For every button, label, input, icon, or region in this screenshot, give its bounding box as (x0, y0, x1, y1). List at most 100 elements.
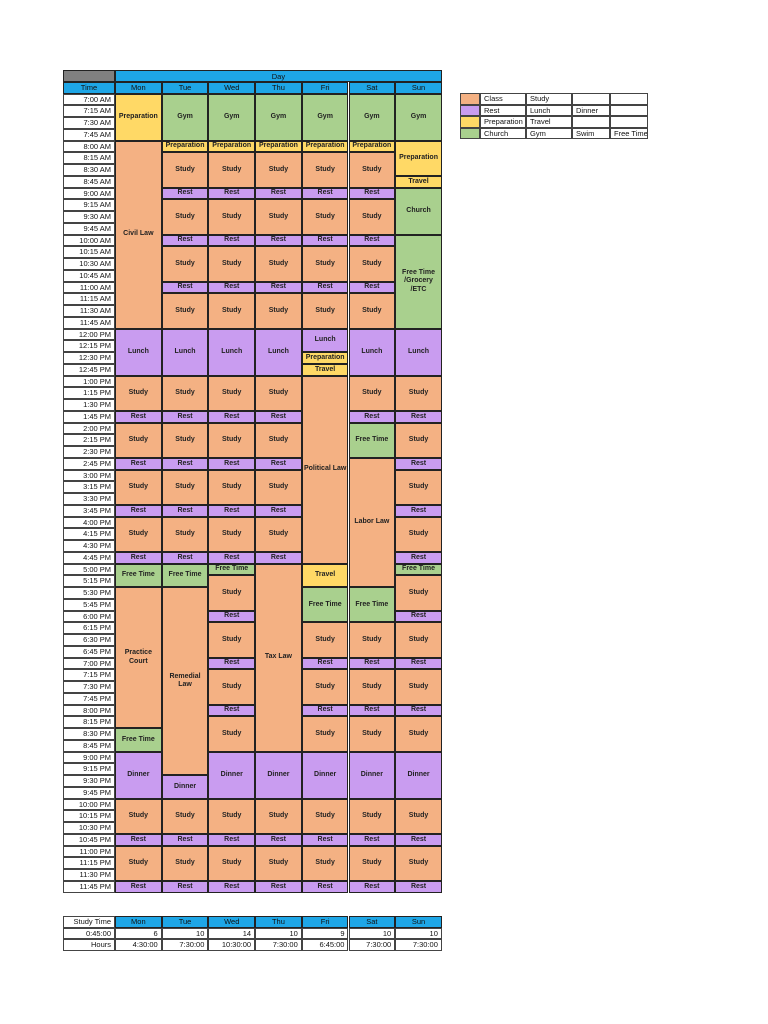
schedule-block: Study (395, 375, 442, 411)
summary-value: 7:30:00 (161, 939, 209, 951)
schedule-block: Rest (208, 833, 256, 846)
time-slot-label: 5:15 PM (63, 575, 115, 587)
schedule-block: Rest (208, 610, 256, 623)
time-slot-label: 9:00 AM (63, 187, 115, 200)
time-slot-label: 10:00 PM (63, 798, 115, 811)
summary-value: 10:30:00 (208, 939, 256, 951)
schedule-block: Rest (255, 833, 302, 846)
schedule-block: Rest (395, 410, 442, 423)
legend-cell: Lunch (526, 104, 572, 116)
time-slot-label: 1:00 PM (63, 375, 115, 388)
summary-value: 14 (208, 927, 256, 939)
legend-cell: Gym (526, 127, 572, 139)
schedule-block: Dinner (208, 751, 256, 799)
time-slot-label: 11:00 AM (63, 281, 115, 294)
schedule-block: Lunch (208, 328, 256, 376)
time-slot-label: 1:45 PM (63, 410, 115, 423)
summary-value: 10 (161, 927, 209, 939)
schedule-block: Study (301, 199, 349, 235)
time-slot-label: 9:15 PM (63, 763, 115, 775)
time-slot-label: 11:00 PM (63, 845, 115, 858)
summary-value: 10 (348, 927, 396, 939)
time-slot-label: 5:30 PM (63, 587, 115, 599)
schedule-block: Gym (208, 93, 256, 141)
schedule-block: Rest (301, 281, 349, 294)
summary-value: 7:30:00 (348, 939, 396, 951)
time-slot-label: 11:45 AM (63, 316, 115, 329)
schedule-block: Free Time (115, 728, 162, 752)
schedule-block: Free Time (208, 563, 256, 576)
time-slot-label: 2:45 PM (63, 457, 115, 470)
schedule-block: Rest (348, 410, 396, 423)
schedule-block: Study (301, 152, 349, 188)
schedule-block: Dinner (395, 751, 442, 799)
schedule-block: Study (255, 845, 302, 881)
time-slot-label: 8:15 PM (63, 716, 115, 728)
schedule-block: Study (395, 422, 442, 458)
schedule-block: Dinner (255, 751, 302, 799)
time-slot-label: 9:30 PM (63, 775, 115, 787)
schedule-block: Rest (395, 704, 442, 717)
schedule-block: Preparation (115, 93, 162, 141)
summary-value: 7:30:00 (255, 939, 302, 951)
schedule-block: Study (208, 152, 256, 188)
schedule-block: Study (115, 375, 162, 411)
schedule-block: Free Time (348, 422, 396, 458)
schedule-block: Rest (115, 457, 162, 470)
time-slot-label: 7:45 PM (63, 692, 115, 705)
legend-cell: Study (526, 93, 572, 105)
time-slot-label: 6:30 PM (63, 634, 115, 646)
schedule-block: Study (255, 375, 302, 411)
time-slot-label: 11:15 PM (63, 857, 115, 869)
time-slot-label: 8:00 PM (63, 704, 115, 717)
time-slot-label: 7:30 PM (63, 681, 115, 693)
schedule-block: Free Time (115, 563, 162, 587)
day-header: Day (115, 70, 442, 82)
schedule-block: Study (348, 798, 396, 834)
time-slot-label: 2:15 PM (63, 434, 115, 446)
day-column-header: Wed (208, 82, 256, 94)
time-slot-label: 10:30 AM (63, 258, 115, 270)
time-header: Time (63, 82, 115, 94)
legend-cell (610, 93, 648, 105)
time-slot-label: 7:15 PM (63, 669, 115, 681)
day-column-header: Fri (301, 82, 349, 94)
schedule-block: Rest (208, 410, 256, 423)
schedule-block: Study (255, 293, 302, 329)
schedule-block: Study (208, 798, 256, 834)
legend-cell: Church (480, 127, 526, 139)
time-slot-label: 10:30 PM (63, 822, 115, 834)
schedule-block: Study (395, 798, 442, 834)
schedule-block: Study (301, 293, 349, 329)
schedule-block: Rest (395, 457, 442, 470)
schedule-block: Rest (255, 504, 302, 517)
time-slot-label: 12:30 PM (63, 352, 115, 364)
time-slot-label: 12:15 PM (63, 340, 115, 352)
schedule-block: Lunch (395, 328, 442, 376)
summary-day-header: Wed (208, 916, 256, 928)
schedule-block: Civil Law (115, 140, 162, 329)
time-slot-label: 7:30 AM (63, 117, 115, 129)
schedule-block: Church (395, 187, 442, 235)
schedule-block: Rest (161, 187, 209, 200)
schedule-block: Free Time (301, 587, 349, 623)
schedule-block: Rest (348, 234, 396, 247)
schedule-block: Study (161, 246, 209, 282)
time-slot-label: 9:15 AM (63, 199, 115, 211)
time-slot-label: 8:30 PM (63, 728, 115, 740)
schedule-block: Dinner (301, 751, 349, 799)
schedule-block: Study (161, 293, 209, 329)
schedule-block: Study (161, 845, 209, 881)
schedule-block: Study (301, 622, 349, 658)
summary-value: 4:30:00 (115, 939, 162, 951)
schedule-block: Study (115, 845, 162, 881)
summary-value: 6 (115, 927, 162, 939)
schedule-block: Lunch (255, 328, 302, 376)
time-slot-label: 4:30 PM (63, 540, 115, 552)
schedule-block: Preparation (301, 140, 349, 153)
schedule-block: Study (161, 375, 209, 411)
schedule-block: Dinner (115, 751, 162, 799)
schedule-block: Study (255, 516, 302, 552)
legend-cell: Free Time (610, 127, 648, 139)
schedule-block: Study (255, 422, 302, 458)
